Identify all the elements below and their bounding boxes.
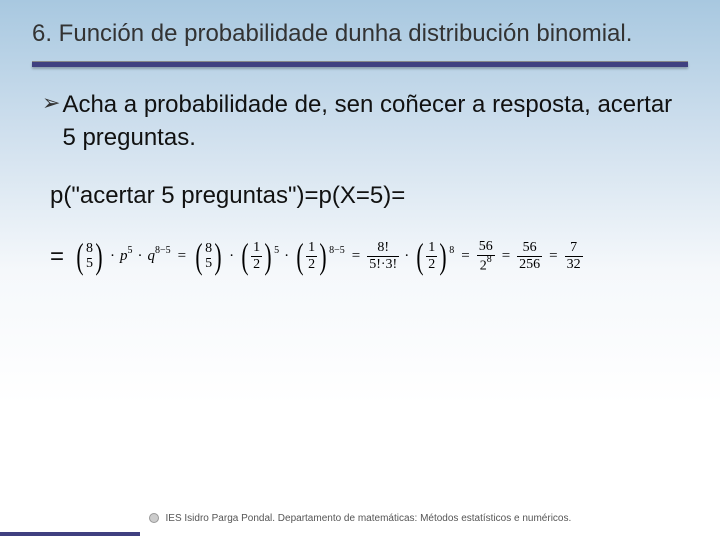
half3-den: 2 [426,258,437,272]
res1-den: 2 [480,259,487,274]
binom1-top: 8 [86,242,93,257]
factorial-frac: 8! 5!·3! [367,241,399,272]
half3-num: 1 [426,241,437,255]
res1-den-exp: 8 [487,254,492,265]
equals-sign: = [50,243,64,271]
half1-den: 2 [251,258,262,272]
slide-title: 6. Función de probabilidade dunha distri… [32,18,688,49]
res1-num: 56 [477,240,495,254]
half2-exp: 8−5 [329,245,345,256]
result3: 7 32 [565,241,583,272]
footer-logo-icon [149,513,159,523]
q-exp: 8−5 [155,245,171,256]
half1-exp: 5 [274,245,279,256]
footer: IES Isidro Parga Pondal. Departamento de… [0,513,720,524]
title-underline [32,61,688,67]
fact-num: 8! [375,241,391,255]
half2: ( 1 2 )8−5 [294,241,345,272]
fact-den: 5!·3! [367,258,399,272]
res2-num: 56 [521,241,539,255]
math-formula: ( 8 5 ) · p5 · q8−5 = ( 8 5 ) · [74,240,583,274]
res3-num: 7 [568,241,579,255]
bullet-item: ➢ Acha a probabilidade de, sen coñecer a… [32,89,688,154]
binom2-bot: 5 [205,257,212,272]
res2-den: 256 [517,258,542,272]
probability-expression: p("acertar 5 preguntas")=p(X=5)= [32,182,688,210]
half3: ( 1 2 )8 [414,241,454,272]
binom1-bot: 5 [86,257,93,272]
half1: ( 1 2 )5 [239,241,279,272]
binomial-2: ( 8 5 ) [193,242,224,271]
half3-exp: 8 [449,245,454,256]
binomial-1: ( 8 5 ) [74,242,105,271]
bullet-marker: ➢ [42,89,60,118]
half2-den: 2 [306,258,317,272]
bullet-text: Acha a probabilidade de, sen coñecer a r… [62,89,688,154]
p-exp: 5 [128,245,133,256]
result2: 56 256 [517,241,542,272]
half2-num: 1 [306,241,317,255]
p-var: p [120,248,128,265]
bottom-accent-bar [0,532,140,536]
half1-num: 1 [251,241,262,255]
q-var: q [148,248,156,265]
res3-den: 32 [565,258,583,272]
result1: 56 28 [477,240,495,274]
footer-text: IES Isidro Parga Pondal. Departamento de… [166,513,572,524]
formula-row: = ( 8 5 ) · p5 · q8−5 = ( 8 5 [32,240,688,274]
binom2-top: 8 [205,242,212,257]
